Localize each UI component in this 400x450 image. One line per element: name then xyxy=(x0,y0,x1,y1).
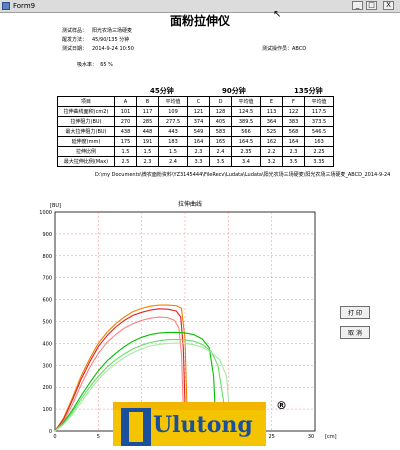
logo-stripe xyxy=(113,402,266,410)
x-tick-label: 30 xyxy=(308,434,314,440)
logo-text: Ulutong xyxy=(153,412,253,438)
series-line-5 xyxy=(54,338,228,432)
series-line-1 xyxy=(54,304,189,432)
table-header-row: 项目 A B 平均值 C D 平均值 E F 平均值 xyxy=(57,96,334,107)
series-line-6 xyxy=(54,342,232,432)
group-header-135: 135分钟 xyxy=(294,87,323,95)
series-line-4 xyxy=(54,331,217,432)
group-header-45: 45分钟 xyxy=(150,87,174,95)
water-value: 65 % xyxy=(100,62,113,68)
maximize-button[interactable]: □ xyxy=(366,1,377,10)
y-tick-label: 700 xyxy=(42,276,52,282)
x-axis-label: [cm] xyxy=(325,434,337,440)
x-tick-label: 25 xyxy=(268,434,274,440)
group-header-90: 90分钟 xyxy=(222,87,246,95)
operator-line: 测试操作员：ABCD xyxy=(262,45,306,52)
date-value: 2014-9-24 10:50 xyxy=(92,46,134,52)
y-tick-label: 900 xyxy=(42,232,52,238)
y-tick-label: 300 xyxy=(42,363,52,369)
table-cell: 3.35 xyxy=(304,156,334,167)
operator-value: ABCD xyxy=(292,46,307,52)
results-table: 项目 A B 平均值 C D 平均值 E F 平均值 拉伸曲线面积(cm2) 10… xyxy=(57,96,334,167)
window-titlebar: Form9 _ □ X xyxy=(0,0,400,13)
table-row: 拉伸曲线面积(cm2) 101 117 109 121 128 124.5 113 122 117… xyxy=(57,106,334,117)
mouse-cursor-icon: ↖ xyxy=(273,9,282,20)
logo-mark-icon xyxy=(121,408,151,446)
file-path-text: D:\my Documents\微农面粉资料\YZ3145444\FileRec… xyxy=(95,172,391,178)
y-tick-label: 0 xyxy=(49,429,52,435)
y-tick-label: 100 xyxy=(42,407,52,413)
sample-value: 阳光农场三场硬麦 xyxy=(92,28,133,34)
table-row: 最大拉伸阻力(BU) 438 448 443 549 583 566 525 568 546.5 xyxy=(57,126,334,137)
y-axis-label: [BU] xyxy=(50,203,61,209)
method-line: 醒发方法： 45/90/135 分钟 xyxy=(62,36,129,43)
cancel-button[interactable]: 取 消 xyxy=(340,326,370,339)
water-label: 吸水率： xyxy=(77,62,98,68)
water-line: 吸水率： 65 % xyxy=(77,61,113,68)
table-row: 拉伸阻力(BU) 270 285 277.5 374 405 389.5 364 383 373.… xyxy=(57,116,334,127)
method-label: 醒发方法： xyxy=(62,37,88,43)
brand-logo: Ulutong xyxy=(113,402,266,446)
date-line: 测试日期： 2014-9-24 10:50 xyxy=(62,45,134,52)
window-title: Form9 xyxy=(13,2,36,10)
date-label: 测试日期： xyxy=(62,46,88,52)
method-value: 45/90/135 分钟 xyxy=(92,37,130,43)
y-tick-label: 200 xyxy=(42,385,52,391)
series-line-2 xyxy=(54,308,187,432)
sample-label: 测试样品： xyxy=(62,28,88,34)
print-button[interactable]: 打 印 xyxy=(340,306,370,319)
operator-label: 测试操作员： xyxy=(262,46,293,52)
y-tick-label: 600 xyxy=(42,298,52,304)
chart-title: 拉伸曲线 xyxy=(178,200,202,208)
x-tick-label: 5 xyxy=(97,434,100,440)
x-tick-label: 0 xyxy=(53,434,56,440)
minimize-button[interactable]: _ xyxy=(352,1,363,10)
sample-line: 测试样品： 阳光农场三场硬麦 xyxy=(62,27,132,34)
table-row: 最大拉伸比例(Max) 2.5 2.3 2.4 3.3 3.5 3.4 3.2 3.5 3.35 xyxy=(57,156,334,167)
app-window-icon xyxy=(2,2,10,10)
page-title: 面粉拉伸仪 xyxy=(169,14,230,28)
y-tick-label: 1000 xyxy=(39,210,52,216)
y-tick-label: 400 xyxy=(42,341,52,347)
y-tick-label: 500 xyxy=(42,320,52,326)
y-tick-label: 800 xyxy=(42,254,52,260)
registered-mark-icon: ® xyxy=(276,399,287,412)
close-button[interactable]: X xyxy=(383,1,394,10)
series-line-3 xyxy=(54,316,185,432)
